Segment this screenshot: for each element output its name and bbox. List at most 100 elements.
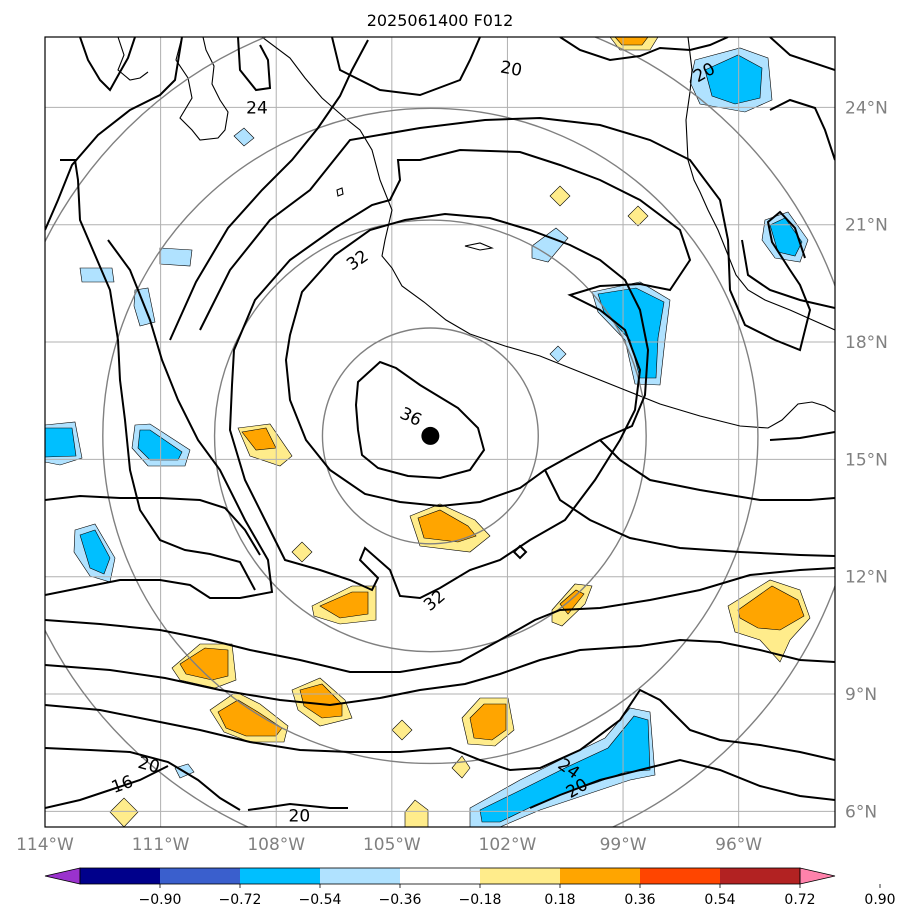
range-ring xyxy=(102,107,759,765)
colorbar-segment xyxy=(400,868,481,884)
lon-tick-label: 114°W xyxy=(16,835,74,855)
contour-28 xyxy=(45,239,274,599)
range-ring xyxy=(213,219,647,653)
contour-20c xyxy=(529,758,835,809)
negative-patch xyxy=(233,127,255,147)
longitude-tick-labels: 114°W 111°W 108°W 105°W 102°W 99°W 96°W xyxy=(16,835,762,855)
negative-patch xyxy=(137,429,183,461)
contour-label: 20 xyxy=(499,58,524,81)
contour-south-3 xyxy=(45,688,835,772)
contour-label: 20 xyxy=(289,806,311,826)
positive-patch xyxy=(404,799,429,827)
colorbar-tick-label: 0.18 xyxy=(544,892,575,908)
map-background xyxy=(45,37,835,827)
colorbar: −0.90 −0.72 −0.54 −0.36 −0.18 0.18 0.36 0.54 0.7… xyxy=(44,867,896,908)
colorbar-segment xyxy=(480,868,561,884)
lat-tick-label: 21°N xyxy=(845,216,888,236)
contour-20b xyxy=(247,802,348,811)
island xyxy=(464,242,494,251)
coastline-gulf xyxy=(685,37,835,331)
contour-north-3 xyxy=(331,37,481,97)
coastline-mexico-pacific xyxy=(175,37,229,141)
colorbar-tick-label: −0.90 xyxy=(139,892,182,908)
range-rings xyxy=(45,37,835,827)
negative-patch xyxy=(531,227,569,263)
colorbar-outline xyxy=(79,867,801,885)
contour-30 xyxy=(169,39,369,341)
colorbar-tick-label: −0.72 xyxy=(219,892,262,908)
positive-patch xyxy=(319,591,369,619)
negative-patch xyxy=(79,267,115,283)
lon-tick-label: 108°W xyxy=(247,835,305,855)
negative-patch xyxy=(79,529,111,575)
height-contours xyxy=(45,37,835,811)
map-frame xyxy=(44,36,836,828)
positive-patch xyxy=(109,797,139,827)
contour-east-1 xyxy=(741,239,835,309)
lat-tick-label: 18°N xyxy=(845,333,888,353)
island xyxy=(336,187,344,197)
contour-20 xyxy=(45,747,241,811)
negative-patch xyxy=(45,427,77,458)
contour-east-3 xyxy=(599,439,835,501)
contour-34 xyxy=(284,212,650,508)
contour-north-1 xyxy=(79,37,136,92)
contour-east-4 xyxy=(544,469,835,557)
positive-patch xyxy=(299,683,343,719)
lon-tick-label: 102°W xyxy=(479,835,537,855)
contour-east-2 xyxy=(769,431,835,441)
positive-patch xyxy=(217,699,283,737)
colorbar-segment xyxy=(160,868,241,884)
colorbar-segment xyxy=(80,868,161,884)
coastline xyxy=(117,37,835,429)
contour-south-2 xyxy=(45,638,835,707)
contour-26 xyxy=(60,159,256,591)
lat-tick-label: 12°N xyxy=(845,568,888,588)
positive-patch xyxy=(469,703,507,741)
colorbar-tick-label: 0.36 xyxy=(624,892,655,908)
contour-32 xyxy=(199,116,812,352)
positive-patch xyxy=(417,509,477,543)
coastline-mainland xyxy=(261,37,835,429)
negative-patch xyxy=(704,54,763,105)
lat-tick-label: 24°N xyxy=(845,98,888,118)
colorbar-tick-label: −0.18 xyxy=(459,892,502,908)
colorbar-tick-label: −0.54 xyxy=(299,892,342,908)
contour-36 xyxy=(354,360,486,480)
contour-south-1 xyxy=(45,567,835,673)
colorbar-tick-label: 0.54 xyxy=(704,892,735,908)
colorbar-segment xyxy=(720,868,801,884)
contour-24 xyxy=(45,37,183,231)
contour-33 xyxy=(228,148,692,600)
colorbar-extend-high xyxy=(799,867,836,885)
contour-small-diamond xyxy=(512,544,528,560)
lon-tick-label: 105°W xyxy=(363,835,421,855)
contour-north-4 xyxy=(559,37,729,62)
coastline-baja-tip xyxy=(117,37,149,81)
colorbar-segment xyxy=(560,868,641,884)
lat-tick-label: 6°N xyxy=(845,802,877,822)
positive-patch xyxy=(549,185,571,207)
colorbar-tick-label: −0.36 xyxy=(379,892,422,908)
positive-patch xyxy=(391,719,413,741)
colorbar-extend-low xyxy=(44,867,81,885)
contour-north-5 xyxy=(769,37,835,71)
range-ring xyxy=(321,327,539,545)
colorbar-segment xyxy=(240,868,321,884)
colorbar-tick-label: 0.72 xyxy=(784,892,815,908)
positive-patch xyxy=(291,541,313,563)
negative-patch xyxy=(549,345,567,363)
contour-16 xyxy=(45,765,169,809)
lon-tick-label: 111°W xyxy=(132,835,190,855)
figure-title: 2025061400 F012 xyxy=(367,11,514,30)
positive-patch xyxy=(627,205,649,227)
lon-tick-label: 96°W xyxy=(715,835,762,855)
colorbar-segment xyxy=(640,868,721,884)
lat-tick-label: 15°N xyxy=(845,450,888,470)
positive-patch xyxy=(737,585,805,631)
contour-north-2 xyxy=(237,37,272,92)
colorbar-tick-label: 0.90 xyxy=(864,892,895,908)
latitude-tick-labels: 6°N 9°N 12°N 15°N 18°N 21°N 24°N xyxy=(845,98,888,822)
